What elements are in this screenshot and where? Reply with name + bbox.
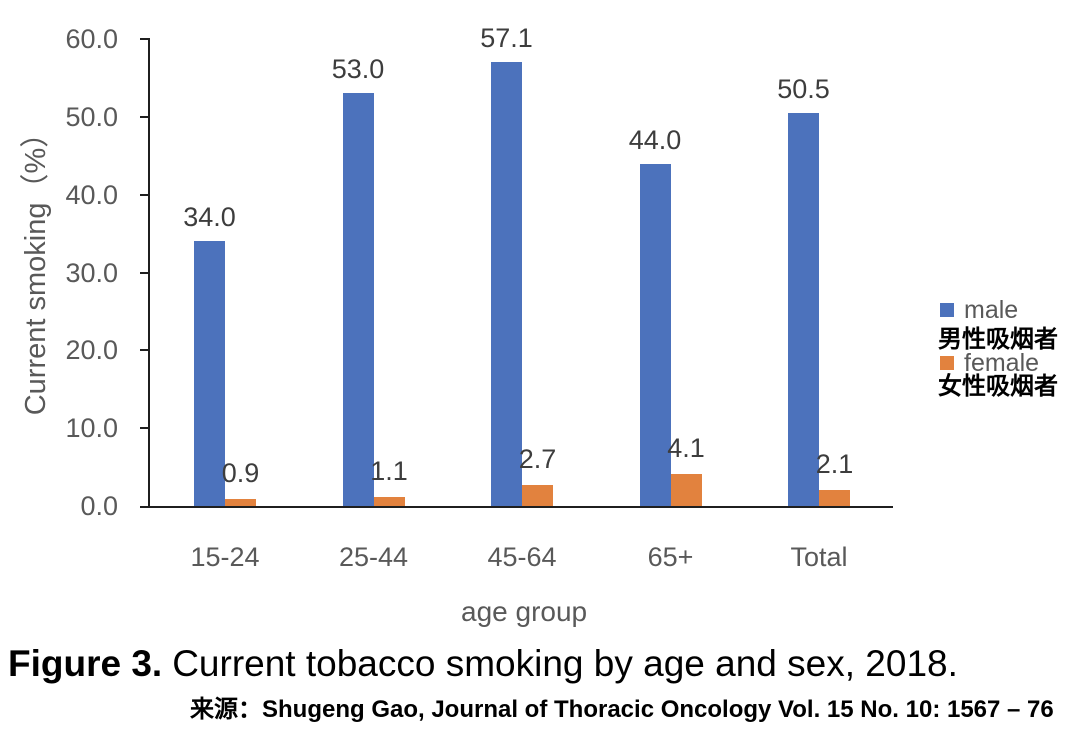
bar-male-15-24	[194, 241, 225, 506]
x-category-label-65+: 65+	[647, 542, 694, 572]
y-axis-title: Current smoking（%）	[20, 118, 52, 416]
legend-item-male: male	[940, 297, 1018, 323]
y-tick-label: 10.0	[65, 413, 118, 444]
x-axis-line	[140, 506, 893, 508]
value-label-female-Total: 2.1	[815, 448, 854, 479]
value-label-male-15-24: 34.0	[183, 202, 236, 233]
bar-male-25-44	[342, 93, 374, 506]
y-tick-mark	[140, 427, 150, 430]
y-tick-label: 50.0	[65, 101, 118, 132]
bar-female-65+	[670, 474, 702, 506]
y-tick-mark	[140, 349, 150, 352]
y-axis-line	[148, 39, 150, 508]
y-tick-label: 0.0	[80, 491, 118, 521]
bar-female-25-44	[373, 497, 405, 506]
x-category-label-45-64: 45-64	[487, 542, 557, 572]
value-label-female-25-44: 1.1	[370, 456, 408, 487]
legend-female-label: female	[964, 349, 1040, 377]
legend-male-label: male	[964, 296, 1019, 324]
value-label-male-Total: 50.5	[777, 73, 830, 104]
value-label-male-65+: 44.0	[628, 124, 682, 155]
value-label-male-25-44: 53.0	[331, 54, 385, 85]
figure-caption-number: Figure 3.	[8, 643, 163, 684]
bar-male-65+	[639, 163, 671, 506]
bar-female-Total	[819, 489, 850, 506]
x-category-label-15-24: 15-24	[190, 542, 260, 572]
value-label-male-45-64: 57.1	[480, 22, 533, 53]
value-label-female-45-64: 2.7	[518, 443, 557, 474]
x-category-label-Total: Total	[790, 542, 848, 572]
legend-female-label-chinese: 女性吸烟者	[938, 373, 1058, 400]
y-tick-label: 20.0	[65, 335, 118, 366]
legend-male-label-chinese: 男性吸烟者	[938, 326, 1058, 353]
y-tick-mark	[140, 193, 150, 196]
bar-female-45-64	[522, 484, 553, 506]
y-tick-mark	[140, 271, 150, 274]
figure-caption: Figure 3. Current tobacco smoking by age …	[8, 643, 958, 685]
bar-male-45-64	[491, 61, 522, 506]
figure-caption-text: Current tobacco smoking by age and sex, …	[172, 643, 958, 684]
y-tick-mark	[140, 38, 150, 40]
y-tick-label: 30.0	[65, 257, 118, 288]
x-category-label-25-44: 25-44	[338, 542, 409, 572]
bar-female-15-24	[225, 498, 256, 506]
female-series-swatch-icon	[940, 356, 954, 370]
value-label-female-65+: 4.1	[667, 433, 705, 464]
x-axis-title: age group	[461, 596, 588, 627]
y-tick-label: 60.0	[65, 24, 118, 54]
source-citation: 来源：Shugeng Gao, Journal of Thoracic Onco…	[190, 696, 1054, 723]
value-label-female-15-24: 0.9	[221, 457, 260, 488]
bar-male-Total	[788, 112, 819, 506]
legend-item-female: female	[940, 350, 1039, 376]
y-tick-mark	[140, 115, 150, 118]
male-series-swatch-icon	[940, 303, 954, 317]
y-tick-label: 40.0	[65, 179, 118, 210]
